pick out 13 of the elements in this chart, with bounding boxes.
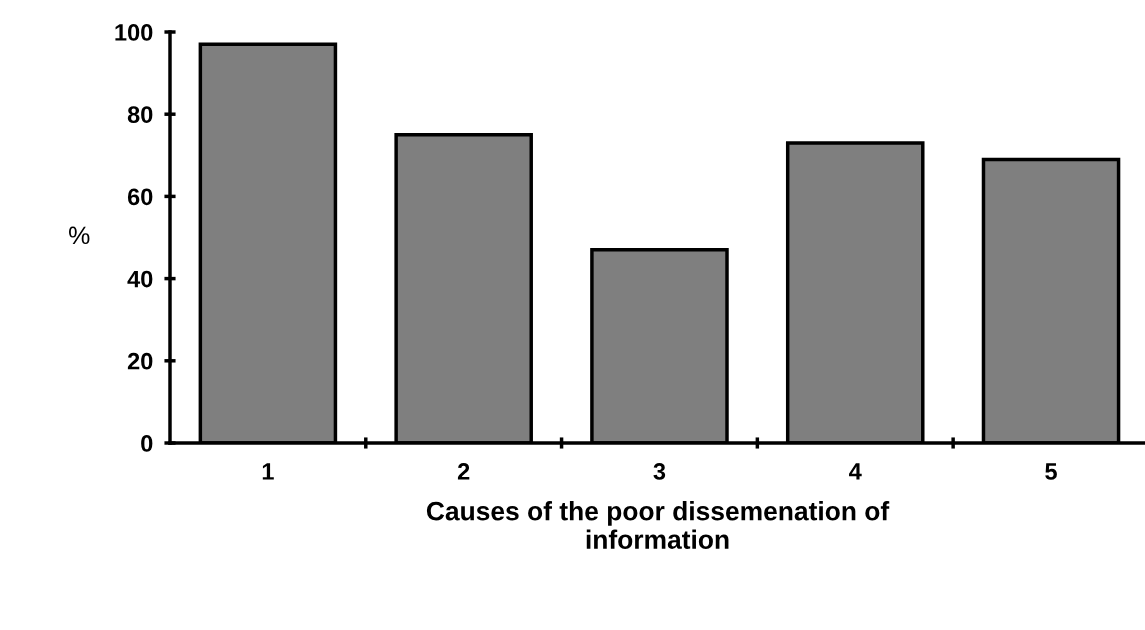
y-tick-label: 100	[115, 24, 153, 41]
x-axis-title: Causes of the poor dissemenation of information	[426, 501, 890, 549]
y-axis-title: %	[69, 226, 90, 245]
x-tick-label: 4	[849, 463, 862, 480]
y-tick-label: 0	[141, 435, 153, 452]
y-tick-label: 40	[127, 270, 153, 288]
y-tick-label: 80	[127, 106, 153, 123]
y-tick-label: 20	[127, 352, 153, 370]
x-tick-label: 3	[653, 463, 666, 480]
x-tick-label: 5	[1045, 463, 1057, 480]
x-tick-label: 1	[262, 463, 274, 480]
y-tick-label: 60	[127, 188, 153, 206]
x-tick-label: 2	[457, 463, 470, 480]
